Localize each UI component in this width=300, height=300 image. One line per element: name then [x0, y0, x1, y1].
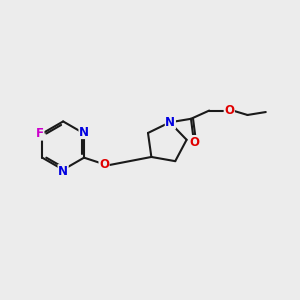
Text: N: N — [58, 165, 68, 178]
Text: F: F — [36, 127, 44, 140]
Text: O: O — [224, 104, 234, 117]
Text: O: O — [99, 158, 109, 171]
Text: O: O — [189, 136, 199, 148]
Text: N: N — [165, 116, 176, 129]
Text: N: N — [79, 125, 89, 139]
